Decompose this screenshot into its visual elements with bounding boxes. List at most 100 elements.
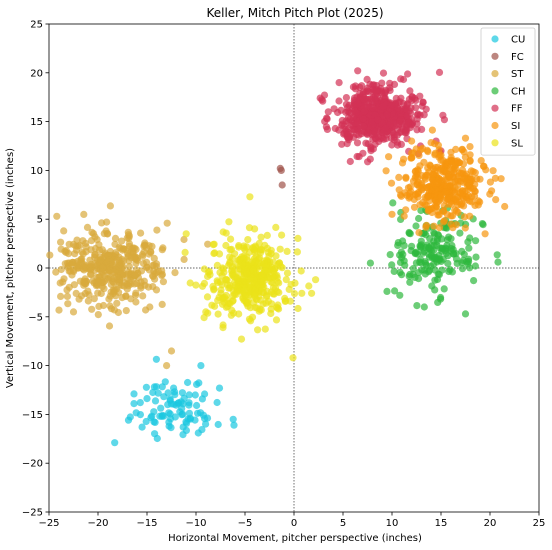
data-point [382,135,390,143]
data-point [501,202,509,211]
data-point [157,404,165,412]
data-point [420,111,428,119]
data-point [206,271,214,279]
data-point [246,193,254,201]
legend-marker [491,70,499,78]
data-point [493,251,501,259]
data-point [494,258,502,266]
data-point [431,151,439,159]
data-point [387,179,396,187]
data-point [130,253,138,261]
data-point [396,268,404,276]
data-point [394,241,402,249]
data-point [214,420,222,429]
data-point [323,114,331,122]
data-point [434,163,442,171]
data-point [95,241,103,249]
y-tick-label: 0 [37,264,43,275]
y-tick-label: −10 [22,361,43,372]
y-tick-label: −5 [28,312,43,323]
data-point [139,292,147,300]
data-point [102,227,110,235]
data-point [472,253,480,261]
data-point [201,390,209,398]
series-st [46,202,212,370]
data-point [103,218,111,226]
data-point [379,69,388,77]
data-point [478,220,486,228]
data-point [214,296,222,304]
data-point [366,259,374,267]
data-point [417,206,425,215]
data-point [403,101,411,109]
data-point [137,229,145,237]
data-point [406,193,414,201]
data-point [418,125,426,133]
y-axis-ticks: −25 −20 −15 −10 −5 0 5 10 15 20 25 [22,20,49,519]
data-point [424,193,432,201]
data-point [293,248,301,256]
data-point [250,275,258,283]
data-point [412,190,420,198]
data-point [435,211,443,219]
data-point [390,267,398,275]
data-point [219,228,227,236]
data-point [345,136,353,144]
data-point [99,263,107,271]
data-point [269,258,277,266]
data-point [452,207,460,215]
data-point [436,244,444,252]
data-point [244,236,252,244]
data-point [267,305,275,313]
data-point [154,267,162,275]
data-point [435,256,443,264]
data-point [363,75,371,83]
series-fc [276,164,286,189]
data-point [111,439,119,447]
data-point [415,214,423,223]
data-point [213,398,221,407]
data-point [170,388,179,396]
data-point [124,416,133,424]
data-point [437,293,445,302]
data-point [391,287,399,295]
data-point [130,400,138,408]
data-point [400,242,408,250]
data-point [213,277,221,285]
data-point [227,245,236,253]
data-point [235,255,244,264]
data-point [471,187,479,195]
data-point [472,237,480,245]
data-point [99,301,108,310]
data-point [338,140,346,148]
data-point [182,230,190,238]
data-point [346,157,354,166]
data-point [182,418,190,426]
data-point [415,151,423,159]
x-tick-label: 0 [291,518,297,529]
data-point [159,244,167,252]
data-point [106,292,114,300]
data-point [435,224,444,232]
data-point [80,210,88,218]
data-point [239,275,247,283]
data-point [260,260,268,268]
data-point [154,389,162,397]
x-tick-label: 10 [386,518,399,529]
series-ch [366,199,502,318]
data-point [360,107,369,115]
data-point [82,243,90,251]
data-point [145,242,153,250]
data-point [107,305,116,313]
data-point [412,145,420,153]
data-point [442,223,450,232]
data-point [209,282,217,290]
data-point [143,263,151,272]
data-point [471,262,479,270]
data-point [373,93,381,101]
data-point [308,289,316,297]
data-point [383,111,391,119]
data-point [229,415,237,423]
data-point [73,236,81,244]
data-point [245,315,254,323]
